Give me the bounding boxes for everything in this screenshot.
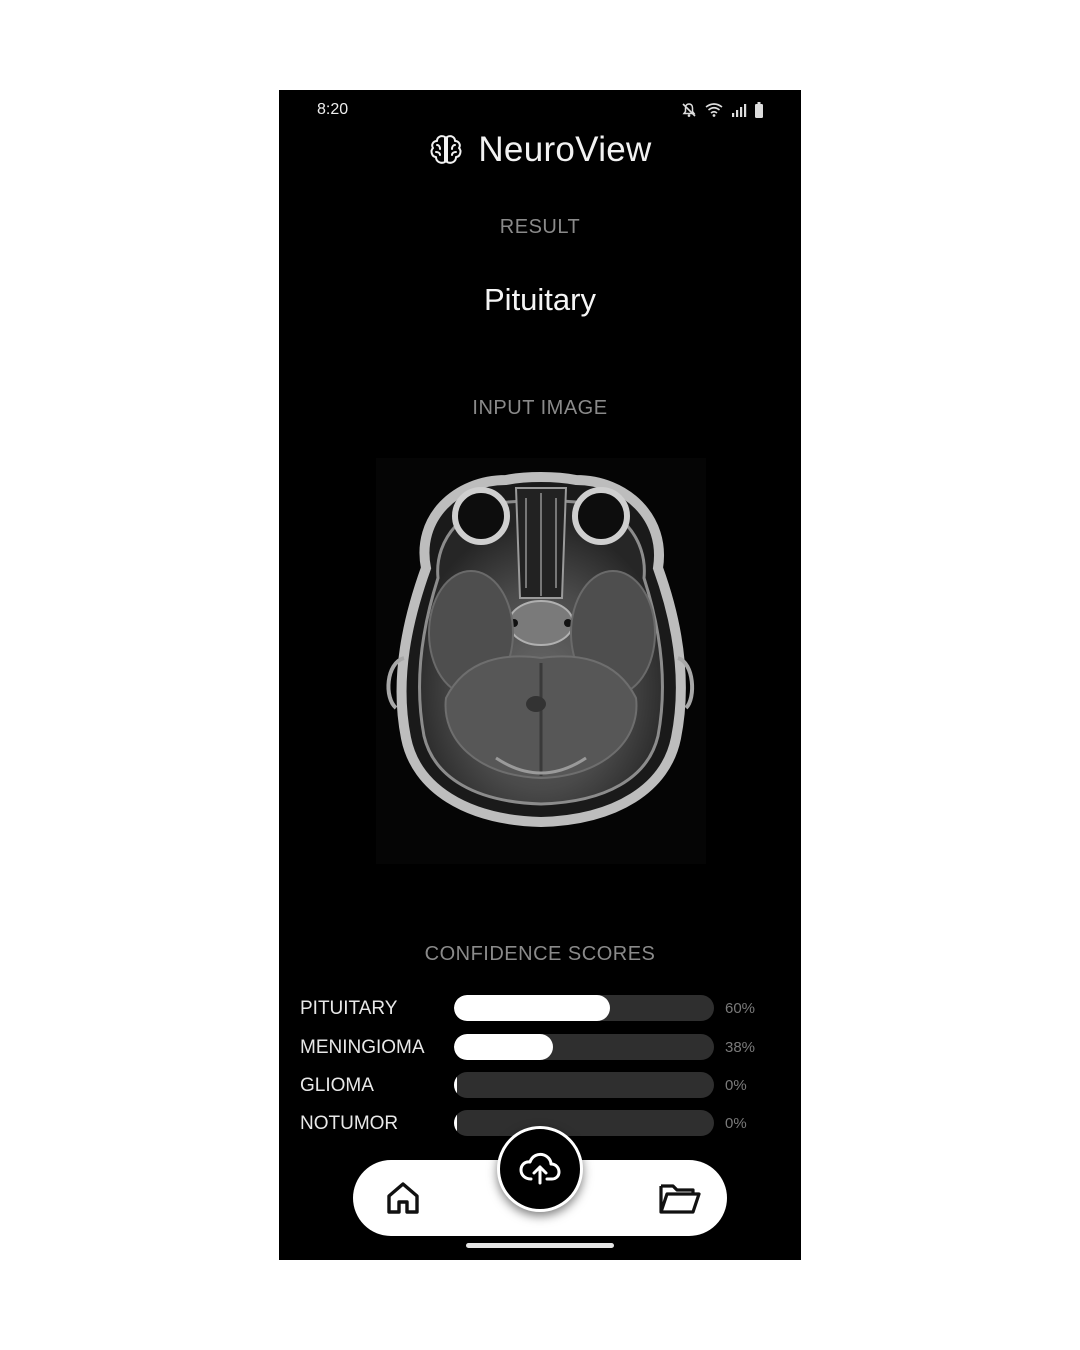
score-bar-fill xyxy=(454,1110,457,1136)
cloud-upload-icon xyxy=(519,1152,561,1185)
phone-screen: 8:20 xyxy=(279,90,801,1260)
confidence-scores-label: CONFIDENCE SCORES xyxy=(424,943,656,965)
folder-open-icon[interactable] xyxy=(657,1178,701,1218)
brain-icon xyxy=(430,135,462,164)
input-image-label: INPUT IMAGE xyxy=(472,397,608,419)
result-label: RESULT xyxy=(499,216,581,238)
score-label: PITUITARY xyxy=(300,998,398,1019)
result-value: Pituitary xyxy=(484,282,596,317)
score-bar-fill xyxy=(454,995,610,1021)
score-label: NOTUMOR xyxy=(300,1113,399,1134)
home-icon[interactable] xyxy=(383,1178,423,1218)
score-percent: 0% xyxy=(725,1115,747,1132)
score-row-notumor: NOTUMOR 0% xyxy=(279,1110,801,1138)
signal-icon xyxy=(732,104,747,117)
score-bar-track xyxy=(454,1072,714,1098)
score-bar-track xyxy=(454,1034,714,1060)
score-percent: 0% xyxy=(725,1077,747,1094)
score-bar-fill xyxy=(454,1072,457,1098)
home-indicator[interactable] xyxy=(466,1243,614,1248)
score-label: MENINGIOMA xyxy=(300,1037,425,1058)
score-row-pituitary: PITUITARY 60% xyxy=(279,995,801,1023)
battery-icon xyxy=(755,102,763,118)
score-row-glioma: GLIOMA 0% xyxy=(279,1072,801,1100)
status-icons xyxy=(681,102,763,118)
score-percent: 60% xyxy=(725,1000,756,1017)
status-time: 8:20 xyxy=(317,101,349,118)
mri-scan-image xyxy=(376,458,706,864)
score-label: GLIOMA xyxy=(300,1075,374,1096)
notifications-muted-icon xyxy=(682,103,696,117)
app-header: NeuroView xyxy=(279,128,801,172)
score-bar-fill xyxy=(454,1034,553,1060)
upload-button[interactable] xyxy=(497,1126,583,1212)
score-bar-track xyxy=(454,1110,714,1136)
status-bar: 8:20 xyxy=(279,90,801,130)
score-percent: 38% xyxy=(725,1039,756,1056)
wifi-icon xyxy=(705,103,723,117)
app-title: NeuroView xyxy=(478,130,652,169)
score-bar-track xyxy=(454,995,714,1021)
score-row-meningioma: MENINGIOMA 38% xyxy=(279,1034,801,1062)
